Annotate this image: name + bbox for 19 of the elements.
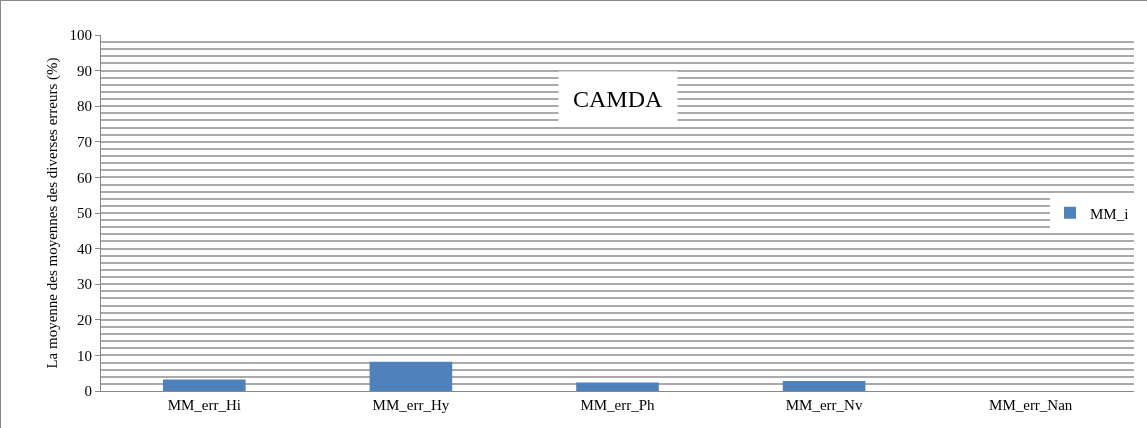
y-tick-label: 100 — [69, 27, 92, 44]
y-tick-label: 90 — [77, 62, 92, 79]
y-tick-label: 60 — [77, 169, 92, 186]
y-tick-label: 30 — [77, 276, 92, 293]
x-tick-label: MM_err_Nv — [785, 397, 863, 413]
y-tick-label: 20 — [77, 312, 92, 329]
y-tick-label: 40 — [77, 240, 92, 257]
y-tick-label: 70 — [77, 134, 92, 151]
y-tick-label: 0 — [84, 383, 92, 400]
x-tick-label: MM_err_Hy — [372, 397, 450, 413]
y-tick-label: 10 — [77, 347, 92, 364]
legend-label: MM_i — [1090, 205, 1129, 222]
x-tick-label: MM_err_Nan — [989, 397, 1073, 413]
text: CAMDA — [573, 86, 664, 112]
y-tick-label: 80 — [77, 98, 92, 115]
x-tick-label: MM_err_Hi — [167, 397, 241, 413]
x-tick-label: MM_err_Ph — [580, 397, 656, 413]
y-axis-title: La moyenne des moyennes des diverses erreurs (%) — [43, 57, 61, 369]
y-tick-label: 50 — [77, 205, 92, 222]
